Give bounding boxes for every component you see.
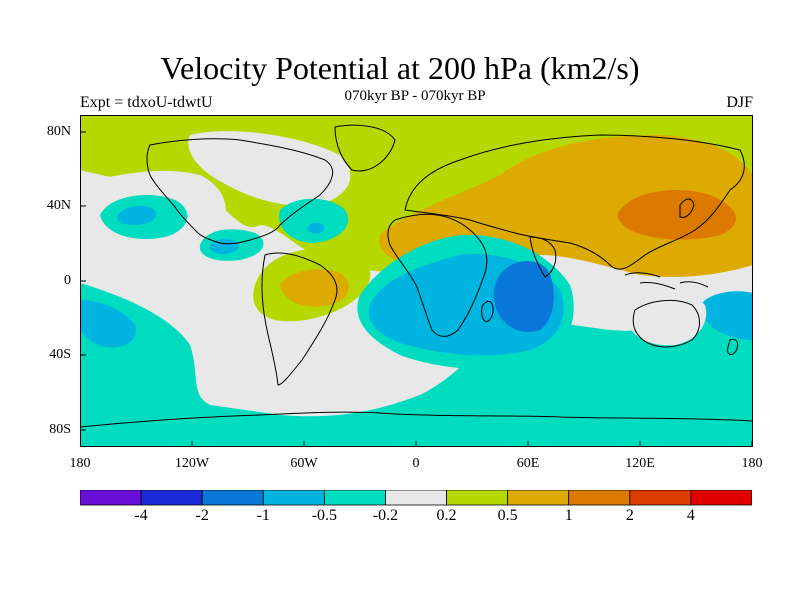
coast-india <box>529 236 557 278</box>
coast-greenland <box>334 124 396 172</box>
field-south-band <box>80 283 753 447</box>
colorbar-label: 0.5 <box>497 507 518 524</box>
x-tick-60w: 60W <box>290 456 318 471</box>
coast-australia <box>632 299 700 348</box>
y-tick-40n: 40N <box>46 198 71 213</box>
experiment-label: Expt = tdxoU-tdwtU <box>80 94 213 111</box>
map-subtitle: 070kyr BP - 070kyr BP <box>344 88 486 104</box>
colorbar-swatch <box>446 490 509 506</box>
coast-new-zealand <box>727 338 739 355</box>
y-tick-80n: 80N <box>46 124 71 139</box>
field-blue-caribbean <box>209 239 239 255</box>
x-tick-180w: 180 <box>69 456 91 471</box>
colorbar-label: -0.5 <box>311 507 338 524</box>
map-title: Velocity Potential at 200 hPa (km2/s) <box>160 50 640 86</box>
colorbar-swatch <box>140 490 203 506</box>
coast-antarctica <box>80 411 753 428</box>
colorbar-label: 1 <box>564 507 573 524</box>
colorbar-swatch <box>201 490 264 506</box>
colorbar-swatch <box>80 490 142 506</box>
field-orange-south-america <box>280 269 349 307</box>
field-neutral-australia <box>626 293 707 346</box>
x-tick-120w: 120W <box>174 456 210 471</box>
field-blue-southwest-pacific <box>80 300 136 348</box>
coast-eurasia <box>404 134 745 270</box>
field-blue-atlantic <box>307 222 325 234</box>
colorbar-swatch <box>568 490 631 506</box>
colorbar-swatch <box>385 490 447 506</box>
x-tick-180e: 180 <box>741 456 763 471</box>
colorbar-swatch <box>323 490 386 506</box>
colorbar-label: 0.2 <box>436 507 457 524</box>
coast-africa <box>387 213 488 337</box>
field-blue-east-australia <box>700 291 753 340</box>
coast-south-america <box>261 252 338 386</box>
x-tick-0: 0 <box>412 456 420 471</box>
field-cyan-atlantic <box>279 198 349 243</box>
colorbar-label: 2 <box>625 507 634 524</box>
field-darkblue-indian-ocean <box>493 260 554 333</box>
coast-madagascar <box>481 300 494 322</box>
season-label: DJF <box>726 94 753 111</box>
velocity-potential-map <box>80 115 753 447</box>
colorbar-swatch <box>690 490 752 506</box>
colorbar-label: -2 <box>195 507 209 524</box>
coast-north-america <box>146 138 334 245</box>
colorbar-label: -0.2 <box>372 507 399 524</box>
colorbar-label: -1 <box>256 507 270 524</box>
coast-indonesia <box>624 272 709 290</box>
colorbar-label: -4 <box>134 507 148 524</box>
colorbar-swatch <box>507 490 570 506</box>
map-tick-marks <box>80 131 753 447</box>
coastlines <box>80 124 753 428</box>
field-blue-north-pacific <box>117 205 157 225</box>
colorbar-swatch <box>262 490 325 506</box>
colorbar-swatch <box>629 490 692 506</box>
x-tick-120e: 120E <box>625 456 655 471</box>
colorbar-label: 4 <box>686 507 695 524</box>
y-tick-0: 0 <box>64 273 71 288</box>
y-tick-40s: 40S <box>49 347 71 362</box>
field-dark-orange-east-asia <box>617 190 737 240</box>
x-tick-60e: 60E <box>516 456 540 471</box>
colorbar <box>80 490 752 506</box>
field-neutral-north-america <box>188 131 351 206</box>
coast-japan <box>679 198 695 218</box>
y-tick-80s: 80S <box>49 422 71 437</box>
